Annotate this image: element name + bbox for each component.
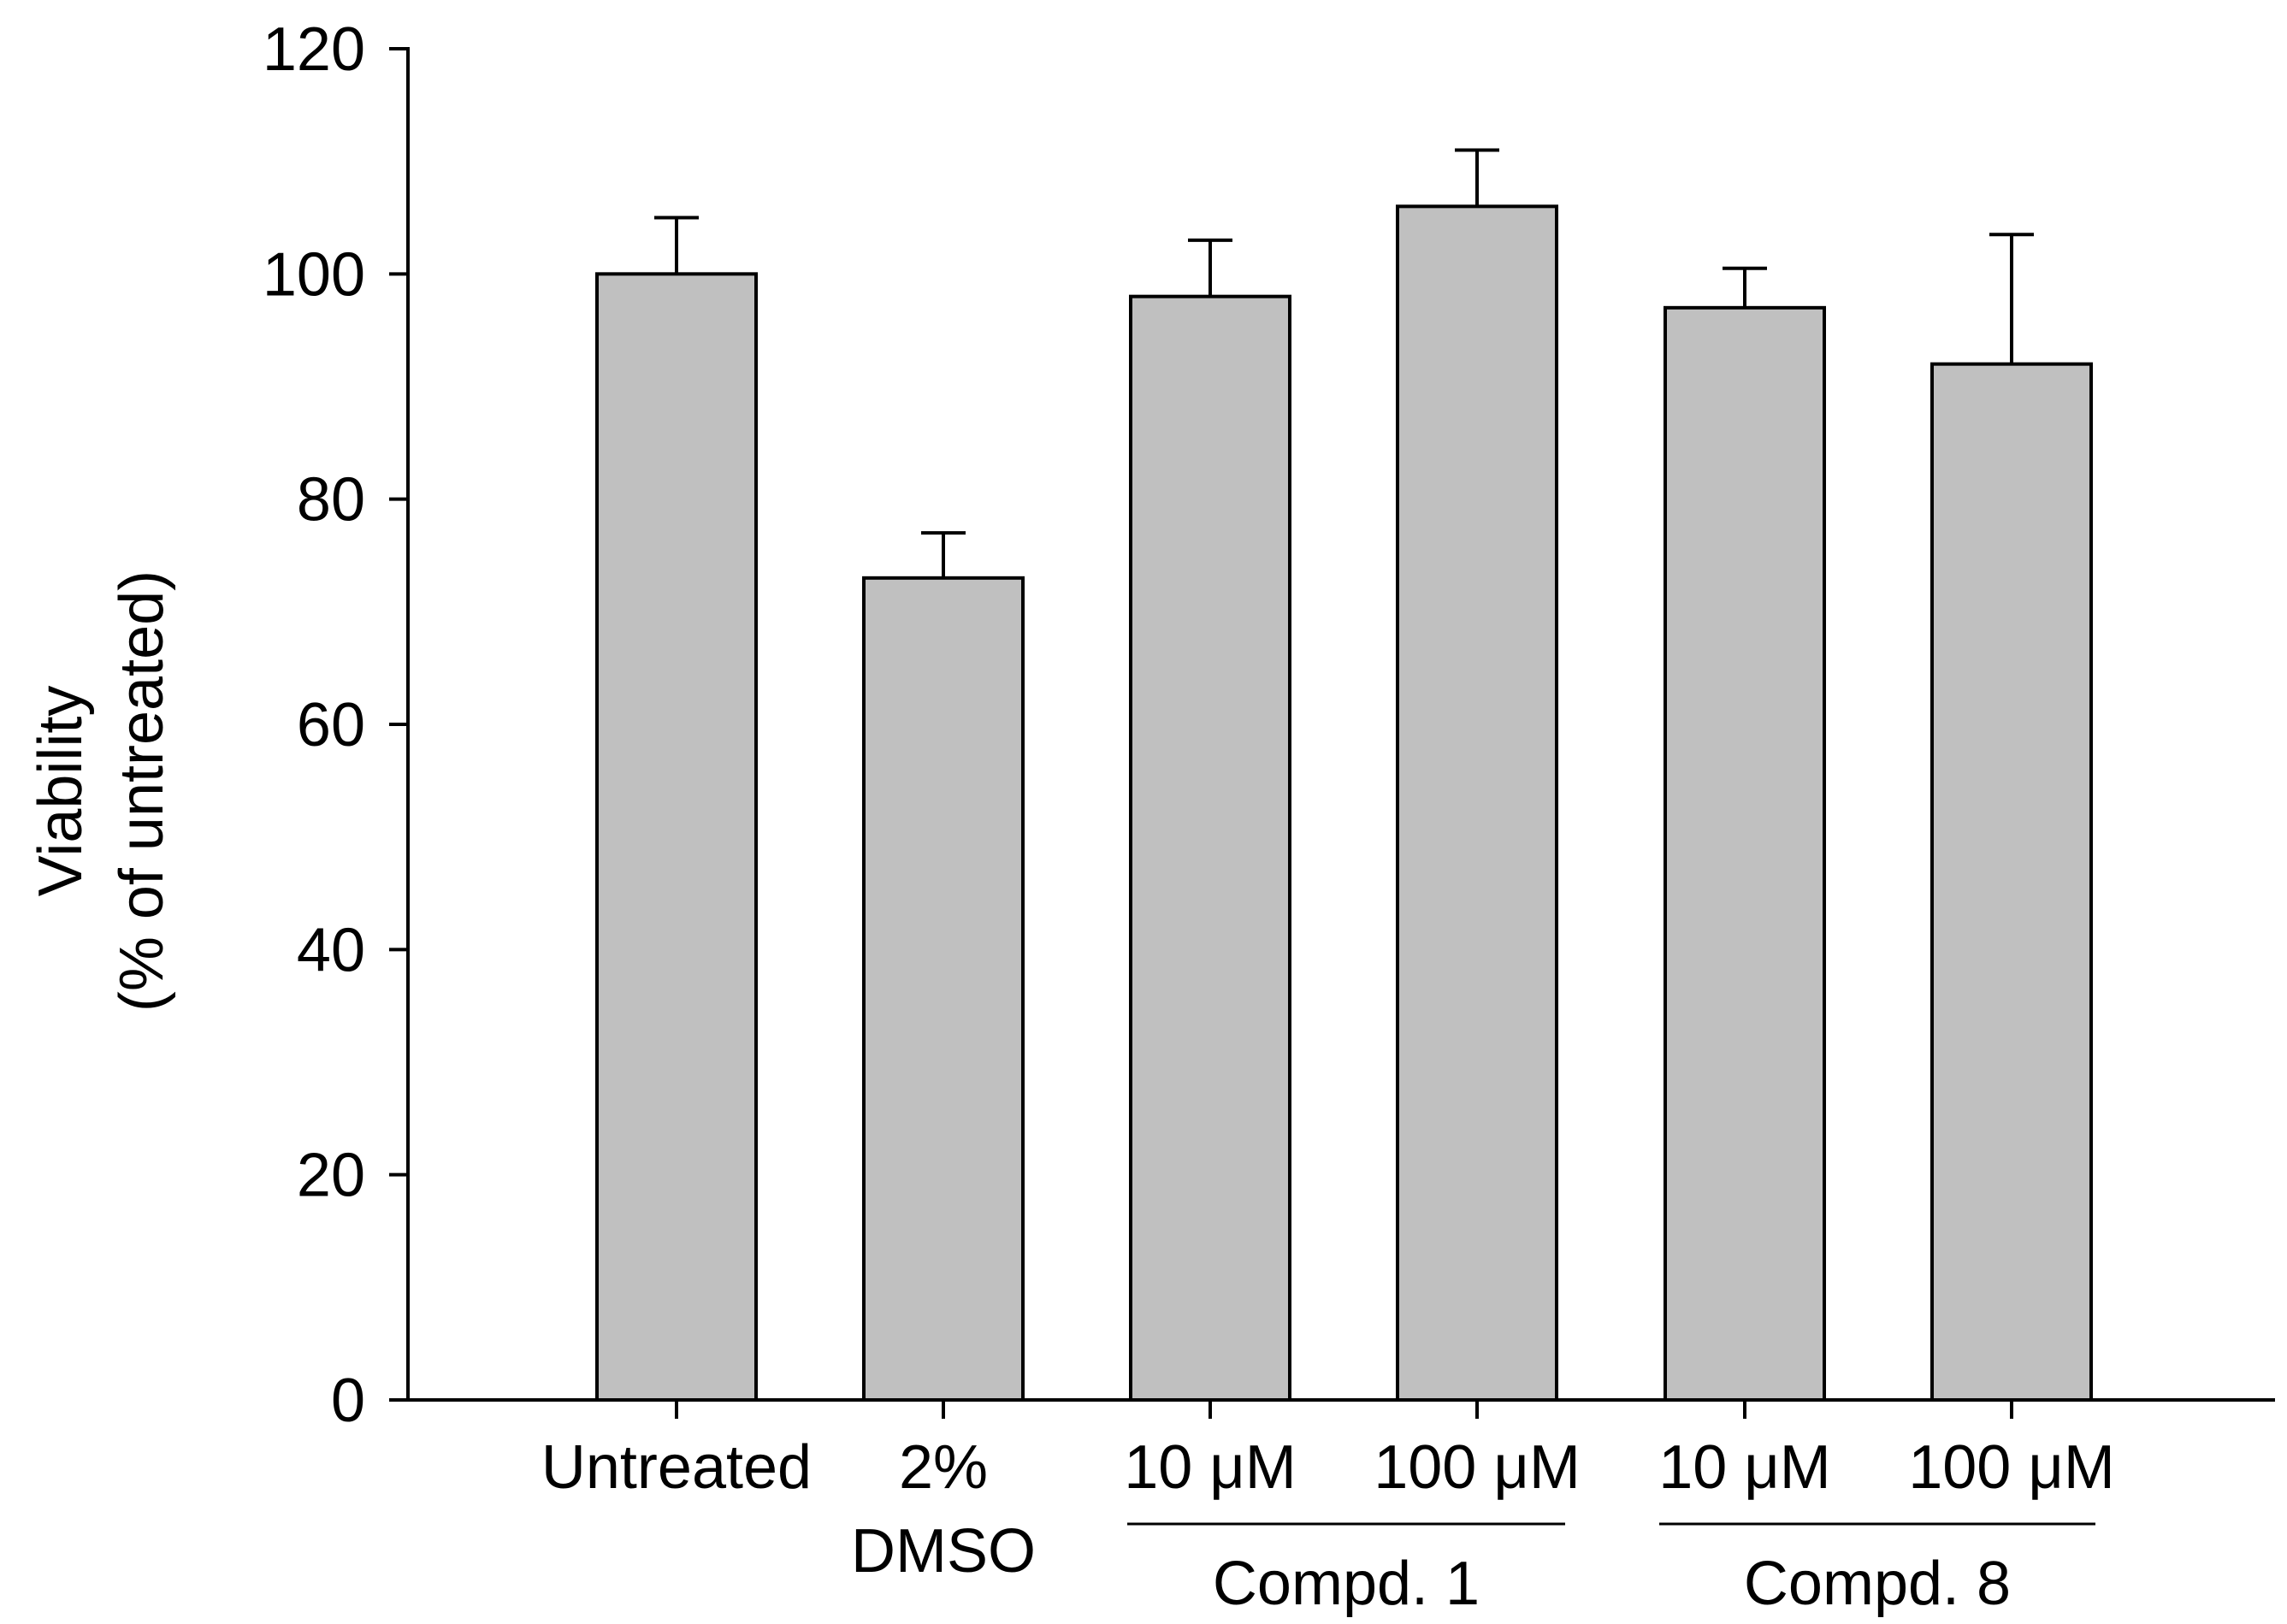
x-tick-label: Untreated — [541, 1433, 812, 1502]
x-tick-label: 100 μM — [1908, 1433, 2115, 1502]
y-tick-label: 40 — [297, 916, 365, 984]
bar — [1129, 294, 1291, 1403]
y-tick-label: 0 — [331, 1367, 365, 1435]
bar — [862, 576, 1025, 1402]
bar — [1396, 204, 1558, 1402]
group-label: Compd. 8 — [1744, 1550, 2011, 1618]
y-axis-label-line-2: (% of untreated) — [108, 570, 176, 1012]
x-tick-label: 10 μM — [1124, 1433, 1297, 1502]
plot-area: 0 20 40 60 80 100 120 Untreated 2% DMSO 10 μM 100 μ… — [263, 15, 2275, 1618]
x-tick-label: DMSO — [851, 1517, 1036, 1586]
y-axis-label: Viability (% of untreated) — [27, 570, 176, 1012]
group-label: Compd. 1 — [1213, 1550, 1480, 1618]
y-tick-label: 60 — [297, 691, 365, 759]
x-tick-label: 2% — [899, 1433, 988, 1502]
bar — [595, 272, 758, 1402]
y-tick-label: 100 — [263, 240, 365, 309]
x-tick-label: 10 μM — [1658, 1433, 1831, 1502]
bar — [1664, 305, 1826, 1402]
y-axis-label-line-1: Viability — [27, 686, 95, 897]
y-tick-label: 120 — [263, 15, 365, 84]
y-tick-label: 80 — [297, 466, 365, 534]
bar — [1930, 362, 2093, 1403]
y-tick-label: 20 — [297, 1142, 365, 1210]
x-tick-label: 100 μM — [1374, 1433, 1581, 1502]
